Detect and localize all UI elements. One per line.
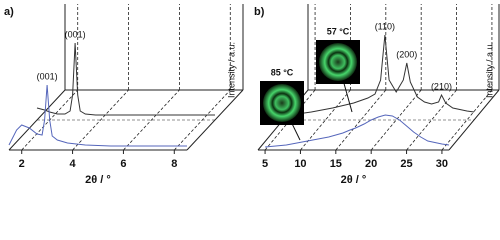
x-tick-label: 5: [262, 158, 268, 170]
page: 2 4 6 8 (001) (001) a) 2θ / ° Intensity / a.u. 5 1…: [4, 4, 500, 186]
depth-grid-line: [370, 89, 422, 151]
peak-annotation: (001): [65, 29, 86, 39]
y-axis-title: Intensity / a.u.: [226, 42, 236, 98]
x-tick-label: 6: [120, 158, 126, 170]
series-line: [36, 42, 215, 116]
x-tick-label: 2: [19, 158, 25, 170]
series-line: [265, 114, 450, 148]
peak-annotation: (110): [375, 21, 395, 31]
inset-label: 85 °C: [271, 67, 294, 77]
x-axis-title: 2θ / °: [85, 174, 111, 186]
depth-grid-line: [264, 89, 316, 151]
panel-label: b): [254, 6, 265, 18]
figure: 2 4 6 8 (001) (001) a) 2θ / ° Intensity / a.u. 5 1…: [4, 4, 500, 186]
x-tick-label: 30: [436, 158, 448, 170]
peak-annotation: (210): [431, 81, 452, 91]
depth-grid-line: [441, 89, 493, 151]
x-tick-label: 8: [171, 158, 177, 170]
depth-grid-line: [406, 89, 457, 151]
inset-label: 57 °C: [327, 26, 350, 36]
peak-annotation: (001): [37, 71, 58, 81]
x-tick-label: 25: [400, 158, 412, 170]
depth-grid-line: [300, 89, 351, 151]
series-line: [8, 84, 187, 147]
x-tick-label: 10: [294, 158, 306, 170]
depth-grid-line: [72, 89, 129, 151]
depth-grid-line: [123, 89, 180, 151]
x-axis-title: 2θ / °: [341, 174, 367, 186]
series-line: [290, 34, 475, 116]
x-tick-label: 20: [365, 158, 377, 170]
x-tick-label: 4: [70, 158, 77, 170]
panel-label: a): [4, 6, 14, 18]
x-tick-label: 15: [330, 158, 342, 170]
y-axis-title: Intensity / a.u.: [484, 42, 494, 98]
depth-grid-line: [335, 89, 387, 151]
peak-annotation: (200): [396, 49, 417, 59]
inset-pattern: [319, 43, 357, 81]
inset-pattern: [263, 84, 301, 122]
